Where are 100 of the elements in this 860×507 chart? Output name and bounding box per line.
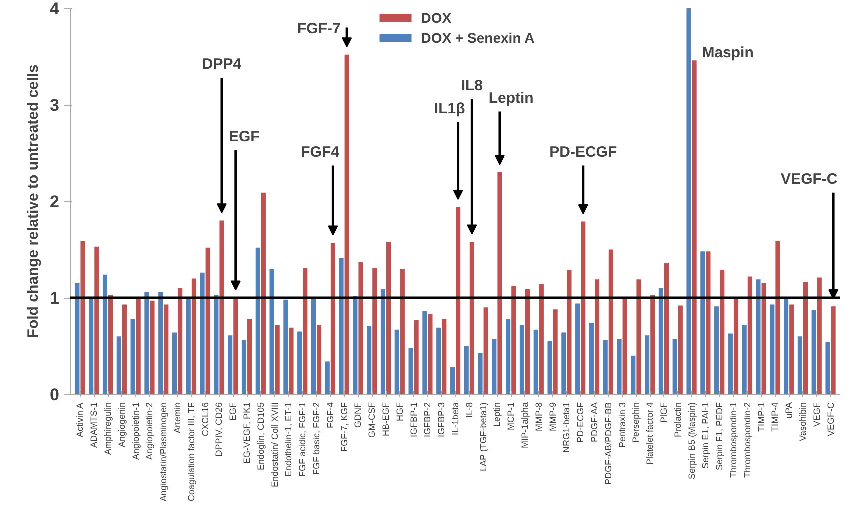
bar <box>678 306 683 394</box>
bar <box>289 328 294 394</box>
x-tick-label: DPPIV, CD26 <box>214 402 224 457</box>
bar <box>380 289 386 394</box>
bar <box>484 308 488 394</box>
bar <box>650 295 656 394</box>
bar <box>520 325 524 394</box>
x-tick-label: LAP (TGF-beta1) <box>478 402 488 472</box>
bar <box>436 328 442 394</box>
y-axis-title: Fold change relative to untreated cells <box>25 64 42 338</box>
annotation: IL1β <box>434 100 466 118</box>
bar <box>622 298 628 394</box>
bar <box>261 192 266 394</box>
bar <box>506 319 511 394</box>
bar <box>672 339 678 394</box>
x-tick-label: Coagulation factor III, TF <box>186 402 196 502</box>
bar <box>311 298 316 394</box>
bar <box>353 296 358 394</box>
bar <box>734 298 739 394</box>
x-tick-label: IGFBP-1 <box>408 402 419 438</box>
bar <box>762 284 766 394</box>
bar <box>450 367 455 394</box>
bar <box>330 242 336 394</box>
bar <box>256 248 260 394</box>
x-tick-label: MMP-8 <box>534 402 544 432</box>
bar <box>470 242 474 394</box>
bar <box>770 304 775 394</box>
bar <box>631 356 636 394</box>
x-tick-label: Endostatin/ Coll XVIII <box>270 402 280 488</box>
bar <box>831 306 836 394</box>
bar <box>826 342 830 394</box>
bar <box>275 325 280 394</box>
x-tick-label: CXCL16 <box>200 402 210 437</box>
y-tick-label: 1 <box>50 289 60 308</box>
bar <box>658 288 664 394</box>
bar <box>80 241 86 394</box>
bar <box>372 268 378 394</box>
x-tick-label: Thrombospondin-2 <box>742 402 752 478</box>
x-tick-label: Activin A <box>75 402 86 438</box>
bar <box>608 250 614 394</box>
x-tick-label: Serpin E1, PAI-1 <box>700 402 711 469</box>
bar <box>242 340 247 394</box>
x-tick-label: IGFBP-3 <box>436 402 447 438</box>
bar <box>172 332 178 394</box>
bar <box>594 280 600 394</box>
bar <box>303 268 308 394</box>
bar <box>576 304 580 394</box>
x-tick-label: NRG1-beta1 <box>562 402 572 454</box>
bar <box>706 252 711 394</box>
bar <box>636 280 642 394</box>
bar <box>386 242 392 394</box>
bar <box>102 274 108 394</box>
bar <box>714 306 720 394</box>
bar <box>214 295 219 394</box>
bar <box>317 325 322 394</box>
bar <box>692 60 697 394</box>
x-tick-label: TIMP-1 <box>756 402 766 432</box>
legend-label: DOX + Senexin A <box>421 30 535 46</box>
bar <box>325 362 330 394</box>
bar <box>164 304 169 394</box>
annotation: VEGF-C <box>781 170 838 188</box>
x-tick-label: FGF basic, FGF-2 <box>312 402 322 476</box>
x-tick-label: FGF acidic, FGF-1 <box>298 402 308 478</box>
x-tick-label: HGF <box>394 402 405 422</box>
bar <box>284 300 288 394</box>
annotation: FGF-7 <box>298 20 341 38</box>
bar <box>116 336 122 394</box>
x-tick-label: Endothelin-1, ET-1 <box>284 402 294 478</box>
bar <box>442 319 447 394</box>
x-tick-label: EG-VEGF, PK1 <box>242 402 252 464</box>
bar <box>186 298 191 394</box>
bar <box>234 298 238 394</box>
x-tick-label: TIMP-4 <box>770 402 780 432</box>
annotation: Leptin <box>488 90 534 107</box>
bar <box>790 304 794 394</box>
bar <box>534 330 538 394</box>
bar <box>178 288 183 394</box>
x-tick-label: Leptin <box>492 402 502 428</box>
bar <box>270 269 274 394</box>
x-tick-label: IL-8 <box>464 402 474 418</box>
bar <box>344 54 350 394</box>
bar <box>150 300 155 394</box>
bar <box>94 246 100 394</box>
x-tick-label: Endoglin, CD105 <box>256 402 266 471</box>
x-tick-label: GM-CSF <box>367 402 378 438</box>
bar <box>798 336 802 394</box>
bar <box>200 272 205 394</box>
bar <box>192 278 196 394</box>
bar <box>248 319 252 394</box>
annotation: EGF <box>228 128 260 146</box>
bar <box>567 270 572 394</box>
bar <box>158 292 164 394</box>
bar <box>144 292 150 394</box>
bar <box>136 298 141 394</box>
bar <box>220 220 224 394</box>
bar <box>206 248 210 394</box>
bar <box>464 346 469 394</box>
bar <box>428 314 433 394</box>
bar <box>228 336 233 394</box>
bar <box>122 304 127 394</box>
